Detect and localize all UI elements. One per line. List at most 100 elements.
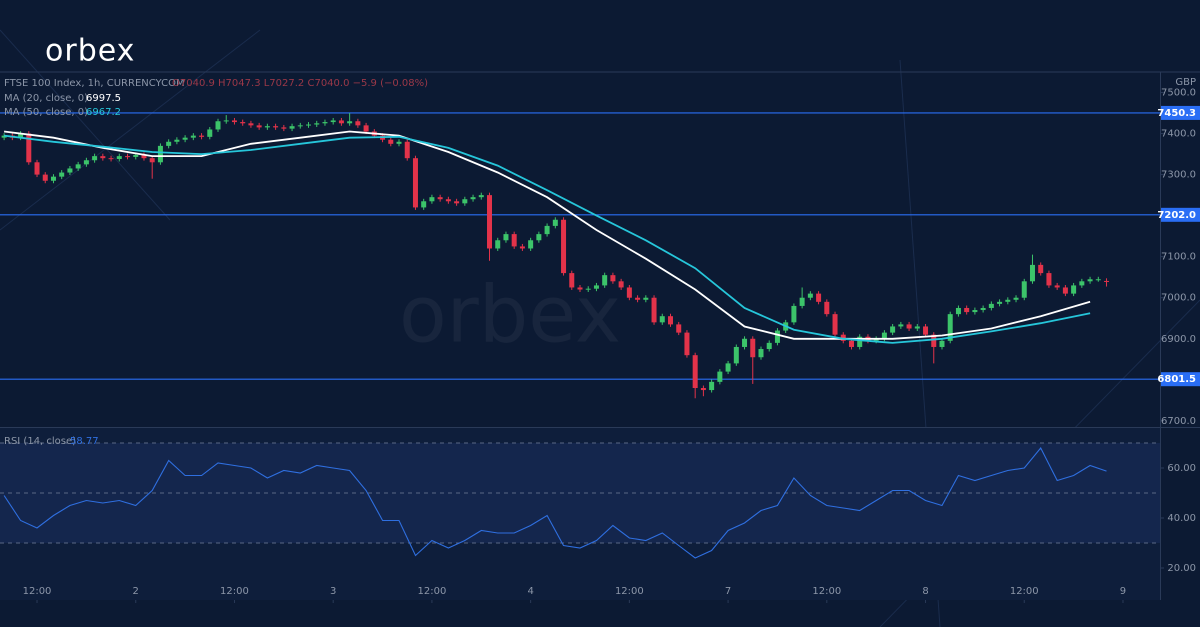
candle-body: [939, 340, 945, 347]
candle-body: [1046, 273, 1052, 286]
candle-body: [536, 234, 542, 241]
x-tick-label: 4: [527, 586, 533, 597]
candle-body: [347, 121, 353, 124]
level-label: 7450.3: [1157, 108, 1196, 119]
candle-body: [1071, 285, 1077, 294]
legend-label: MA (20, close, 0): [4, 93, 88, 104]
candle-body: [470, 197, 476, 200]
x-tick-label: 7: [725, 586, 731, 597]
candle-body: [125, 156, 131, 158]
candle-body: [264, 126, 270, 128]
candle-body: [174, 139, 180, 142]
candle-body: [651, 297, 657, 323]
candle-body: [511, 234, 517, 247]
candle-body: [832, 314, 838, 335]
candle-body: [487, 195, 493, 249]
candle-body: [659, 316, 665, 323]
candle-body: [931, 334, 937, 347]
candle-body: [289, 126, 295, 129]
candle-body: [100, 156, 106, 159]
candle-body: [166, 141, 172, 146]
candle-body: [223, 120, 229, 122]
candle-body: [848, 340, 854, 347]
candle-body: [330, 120, 336, 123]
candle-body: [50, 176, 56, 181]
candle-body: [980, 307, 986, 311]
y-tick-label: 7500.0: [1161, 88, 1196, 99]
candle-body: [840, 334, 846, 341]
candle-body: [306, 124, 312, 126]
candle-body: [314, 123, 320, 125]
candle-body: [396, 141, 402, 144]
x-tick-label: 12:00: [418, 586, 447, 597]
x-tick-label: 12:00: [23, 586, 52, 597]
x-tick-label: 8: [922, 586, 928, 597]
candle-body: [1095, 279, 1101, 281]
candle-body: [454, 201, 460, 204]
candle-body: [947, 314, 953, 341]
y-tick-label: 7400.0: [1161, 129, 1196, 140]
deco-line: [0, 29, 261, 231]
candle-body: [1013, 297, 1019, 300]
candle-body: [610, 275, 616, 282]
x-tick-label: 12:00: [1010, 586, 1039, 597]
candle-body: [758, 349, 764, 358]
candle-body: [59, 172, 65, 177]
candle-body: [322, 122, 328, 124]
candle-body: [643, 297, 649, 300]
candle-body: [667, 316, 673, 325]
level-label: 6801.5: [1157, 374, 1196, 385]
candle-body: [766, 342, 772, 350]
candle-body: [799, 297, 805, 306]
candle-body: [26, 133, 32, 163]
candle-body: [437, 197, 443, 200]
candle-body: [338, 120, 344, 124]
candle-body: [75, 164, 81, 169]
candle-body: [388, 139, 394, 144]
y-tick-label: 7100.0: [1161, 252, 1196, 263]
candle-body: [273, 126, 279, 128]
watermark: orbex: [399, 270, 621, 360]
candle-body: [544, 225, 550, 235]
series-line: [3, 446, 1107, 559]
candle-body: [429, 197, 435, 202]
candle-body: [1079, 281, 1085, 286]
ohlc-label: O7040.9 H7047.3 L7027.2 C7040.0 −5.9 (−0…: [172, 78, 428, 89]
candle-body: [412, 158, 418, 208]
candle-body: [108, 158, 114, 160]
candle-body: [133, 154, 139, 157]
y-tick-label: 6900.0: [1161, 334, 1196, 345]
candle-body: [972, 310, 978, 313]
candle-body: [873, 338, 879, 341]
candle-body: [1, 135, 7, 138]
candle-body: [495, 240, 501, 249]
candle-body: [1087, 279, 1093, 282]
candle-body: [83, 160, 89, 165]
y-tick-label: 60.00: [1167, 463, 1196, 474]
x-tick-label: 3: [330, 586, 336, 597]
candle-body: [881, 332, 887, 339]
candle-body: [684, 332, 690, 356]
unit-label: GBP: [1175, 77, 1196, 88]
candle-body: [593, 285, 599, 289]
candle-body: [585, 288, 591, 290]
candle-body: [248, 123, 254, 126]
candle-body: [890, 326, 896, 333]
candle-body: [602, 275, 608, 286]
candle-body: [190, 135, 196, 138]
x-tick-label: 12:00: [812, 586, 841, 597]
candle-body: [692, 355, 698, 389]
y-tick-label: 7300.0: [1161, 170, 1196, 181]
chart-title: FTSE 100 Index, 1h, CURRENCYCOM: [4, 78, 185, 89]
candle-body: [618, 281, 624, 288]
x-tick-label: 12:00: [615, 586, 644, 597]
candle-body: [34, 162, 40, 175]
candle-body: [519, 246, 525, 249]
logo: orbex: [45, 34, 135, 69]
candle-body: [281, 127, 287, 129]
candle-body: [807, 293, 813, 298]
candle-body: [898, 324, 904, 327]
legend-label: RSI (14, close): [4, 436, 76, 447]
candle-body: [462, 199, 468, 204]
